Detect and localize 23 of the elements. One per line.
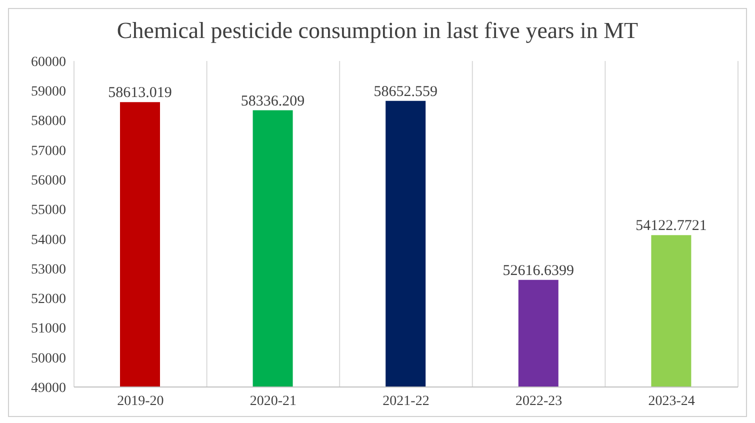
y-tick-label: 50000	[31, 351, 66, 366]
data-label: 58652.559	[374, 84, 438, 100]
y-tick-label: 57000	[31, 144, 66, 159]
y-tick-label: 60000	[31, 54, 66, 70]
x-tick-label: 2021-22	[382, 394, 430, 409]
y-tick-label: 49000	[31, 380, 66, 396]
x-tick-label: 2020-21	[250, 394, 297, 409]
y-tick-label: 56000	[31, 174, 66, 189]
y-tick-label: 54000	[31, 232, 66, 248]
data-label: 58613.019	[108, 85, 172, 102]
x-tick-label: 2023-24	[648, 394, 695, 409]
y-tick-label: 53000	[31, 262, 66, 278]
x-tick-label: 2022-23	[515, 394, 562, 409]
x-tick-label: 2019-20	[117, 394, 164, 409]
data-label: 54122.7721	[636, 218, 707, 234]
y-tick-label: 55000	[31, 203, 66, 218]
chart-title: Chemical pesticide consumption in last five years in MT	[116, 17, 640, 45]
y-tick-label: 52000	[31, 292, 66, 308]
y-tick-label: 59000	[31, 84, 66, 100]
data-label: 52616.6399	[502, 262, 574, 279]
y-tick-label: 51000	[31, 322, 66, 337]
data-label: 58336.209	[240, 93, 305, 110]
y-tick-label: 58000	[31, 114, 66, 130]
